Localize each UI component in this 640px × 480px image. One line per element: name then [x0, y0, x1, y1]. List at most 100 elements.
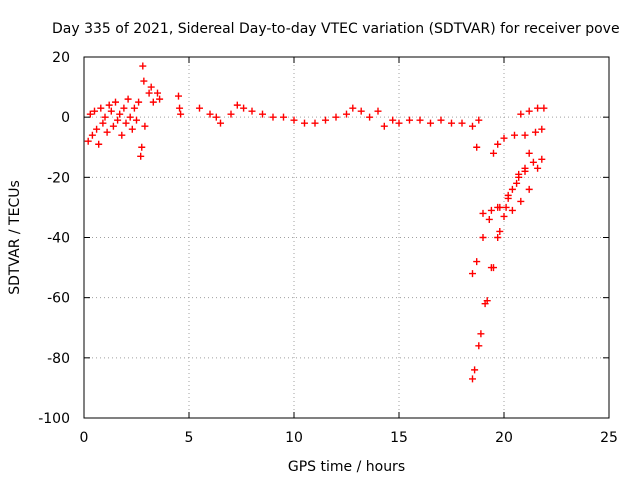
data-point: [473, 258, 481, 266]
series-mid-band: [196, 101, 483, 151]
data-point: [349, 104, 357, 112]
data-point: [301, 119, 308, 127]
data-point: [126, 113, 134, 121]
data-point: [133, 116, 140, 124]
x-tick-label: 0: [80, 430, 89, 446]
data-point: [427, 119, 434, 127]
data-point: [145, 89, 153, 97]
data-point: [538, 155, 546, 163]
data-point: [280, 113, 287, 121]
data-point: [156, 95, 164, 103]
data-point: [534, 104, 542, 112]
data-point: [517, 110, 525, 118]
data-point: [91, 107, 98, 115]
data-point: [500, 212, 508, 220]
data-point: [107, 107, 115, 115]
data-point: [248, 107, 256, 115]
data-point: [84, 137, 92, 145]
y-tick-label: -100: [38, 411, 70, 427]
x-tick-label: 20: [495, 430, 513, 446]
data-point: [469, 122, 476, 130]
y-tick-label: 0: [61, 110, 70, 126]
x-tick-label: 25: [600, 430, 618, 446]
data-point: [525, 149, 533, 157]
data-point: [332, 113, 340, 121]
data-point: [469, 270, 476, 278]
data-point: [483, 297, 491, 305]
data-point: [496, 227, 504, 235]
y-tick-label: -20: [47, 170, 70, 186]
data-point: [357, 107, 365, 115]
data-point: [217, 119, 224, 127]
data-point: [343, 110, 350, 118]
chart-title: Day 335 of 2021, Sidereal Day-to-day VTE…: [52, 21, 620, 37]
y-axis-label: SDTVAR / TECUs: [7, 180, 23, 295]
series-late-mid-branch: [479, 158, 537, 217]
data-point: [515, 173, 523, 181]
y-tick-label: 20: [52, 50, 70, 66]
data-point: [366, 113, 374, 121]
data-point: [479, 234, 487, 241]
data-point: [240, 104, 248, 112]
data-point: [130, 104, 138, 112]
data-point: [469, 375, 476, 383]
y-tick-label: -80: [47, 351, 70, 367]
series-late-descending-b: [469, 155, 546, 383]
data-point: [105, 101, 113, 109]
data-point: [513, 179, 521, 187]
data-point: [475, 342, 483, 350]
data-point: [490, 264, 497, 272]
data-point: [479, 209, 487, 217]
data-point: [120, 104, 128, 112]
data-point: [114, 116, 122, 124]
data-point: [508, 185, 516, 193]
data-point: [471, 366, 479, 374]
data-point: [97, 104, 105, 112]
data-point: [109, 122, 117, 130]
data-point: [233, 101, 241, 109]
data-point: [137, 152, 145, 160]
data-point: [448, 119, 455, 127]
data-point: [538, 125, 546, 133]
data-point: [135, 98, 143, 106]
data-point: [496, 203, 504, 211]
data-point: [269, 113, 277, 121]
data-point: [504, 194, 512, 202]
data-point: [380, 122, 388, 130]
data-point: [475, 116, 483, 124]
x-tick-label: 15: [390, 430, 408, 446]
data-point: [490, 149, 497, 157]
data-point: [112, 98, 119, 106]
data-point: [521, 131, 529, 139]
data-point: [406, 116, 413, 124]
data-point: [138, 143, 146, 151]
axis-ticks: 0 5 10 15 20 25 -100 -80 -60 -40 -20 0 20: [38, 50, 618, 446]
data-point: [88, 131, 96, 139]
data-point: [118, 131, 126, 139]
x-tick-label: 10: [285, 430, 303, 446]
data-point: [437, 116, 445, 124]
data-point: [103, 128, 111, 136]
data-point: [502, 203, 510, 211]
data-point: [485, 215, 493, 223]
data-point: [177, 110, 185, 118]
data-points: [84, 62, 548, 383]
data-point: [128, 125, 136, 133]
y-tick-label: -60: [47, 291, 70, 307]
data-point: [140, 77, 148, 85]
data-point: [529, 158, 537, 166]
data-point: [500, 134, 508, 142]
data-point: [517, 197, 525, 205]
data-point: [154, 89, 161, 97]
data-point: [473, 143, 481, 151]
series-late-steep: [471, 164, 529, 374]
data-point: [259, 110, 266, 118]
data-point: [511, 131, 518, 139]
data-point: [206, 110, 214, 118]
x-axis-label: GPS time / hours: [288, 459, 405, 475]
data-point: [458, 119, 466, 127]
y-tick-label: -40: [47, 231, 70, 247]
data-point: [494, 140, 502, 148]
data-point: [95, 140, 103, 148]
